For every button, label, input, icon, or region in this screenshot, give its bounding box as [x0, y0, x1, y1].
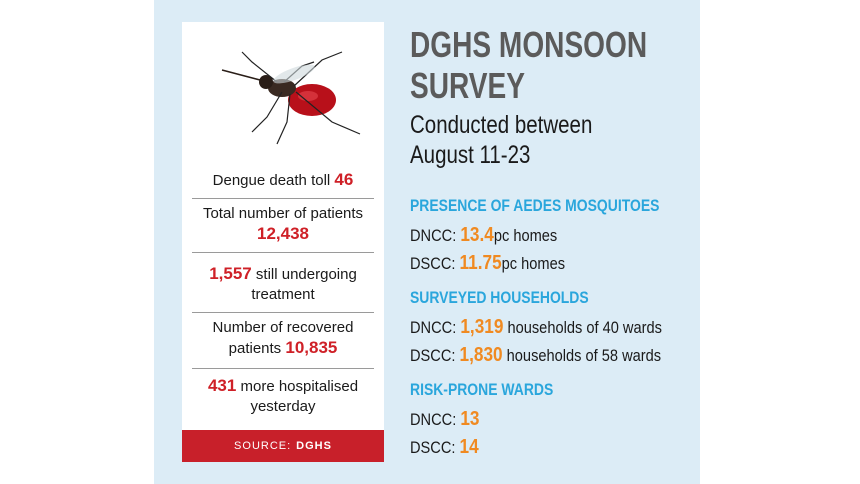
- page-title: DGHS MONSOON SURVEY: [410, 24, 648, 106]
- divider: [192, 198, 374, 199]
- divider: [192, 312, 374, 313]
- source-label: SOURCE:: [234, 440, 292, 452]
- divider: [192, 252, 374, 253]
- total-patients-stat: Total number of patients 12,438: [202, 205, 364, 243]
- aedes-dncc-row: DNCC: 13.4pc homes: [410, 224, 558, 246]
- section-heading-households: SURVEYED HOUSEHOLDS: [410, 288, 589, 307]
- source-name: DGHS: [296, 440, 332, 452]
- hospitalised-stat: 431 more hospitalised yesterday: [207, 376, 359, 415]
- stats-card: Dengue death toll 46 Total number of pat…: [182, 22, 384, 462]
- section-heading-risk: RISK-PRONE WARDS: [410, 380, 554, 399]
- households-dncc-row: DNCC: 1,319 households of 40 wards: [410, 316, 662, 338]
- households-dscc-row: DSCC: 1,830 households of 58 wards: [410, 344, 662, 366]
- page-subtitle: Conducted between August 11-23: [410, 111, 593, 169]
- risk-dncc-row: DNCC: 13: [410, 408, 480, 430]
- undergoing-treatment-stat: 1,557 still undergoing treatment: [209, 264, 357, 303]
- divider: [192, 368, 374, 369]
- recovered-patients-stat: Number of recovered patients 10,835: [212, 319, 354, 357]
- risk-dscc-row: DSCC: 14: [410, 436, 479, 458]
- death-toll-stat: Dengue death toll 46: [212, 170, 354, 189]
- mosquito-image: [221, 51, 361, 145]
- aedes-dscc-row: DSCC: 11.75pc homes: [410, 252, 566, 274]
- source-bar: SOURCE: DGHS: [182, 430, 384, 462]
- section-heading-aedes: PRESENCE OF AEDES MOSQUITOES: [410, 196, 660, 215]
